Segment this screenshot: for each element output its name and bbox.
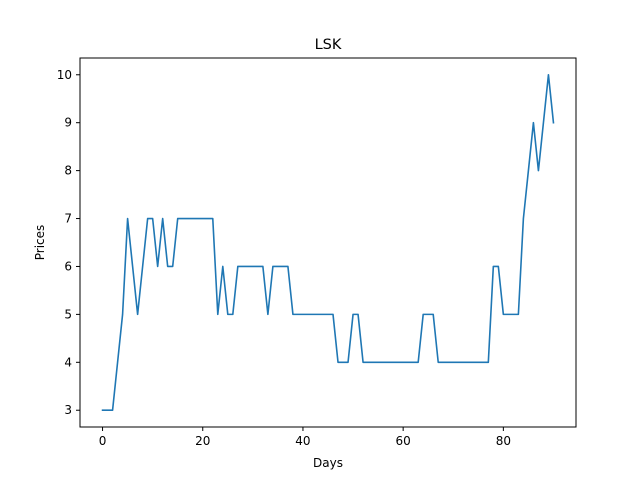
x-axis: 0 20 40 60 80 (99, 427, 511, 448)
axes-frame (79, 57, 577, 428)
y-tick-label: 4 (64, 355, 72, 369)
y-tick-label: 8 (64, 164, 72, 178)
x-axis-label: Days (313, 456, 343, 470)
y-tick-label: 3 (64, 403, 72, 417)
chart-title: LSK (315, 37, 342, 53)
y-tick-label: 9 (64, 116, 72, 130)
y-tick-label: 7 (64, 212, 72, 226)
y-tick-label: 6 (64, 259, 72, 273)
price-series-line (101, 73, 555, 412)
y-tick-label: 10 (57, 68, 72, 82)
y-axis-label: Prices (33, 225, 47, 261)
x-tick-label: 40 (295, 434, 310, 448)
x-tick-label: 20 (195, 434, 210, 448)
x-tick-label: 80 (496, 434, 511, 448)
y-tick-label: 5 (64, 307, 72, 321)
x-tick-label: 60 (396, 434, 411, 448)
plot-area (101, 73, 555, 412)
x-tick-label: 0 (99, 434, 107, 448)
y-axis: 3 4 5 6 7 8 9 10 (57, 68, 80, 417)
